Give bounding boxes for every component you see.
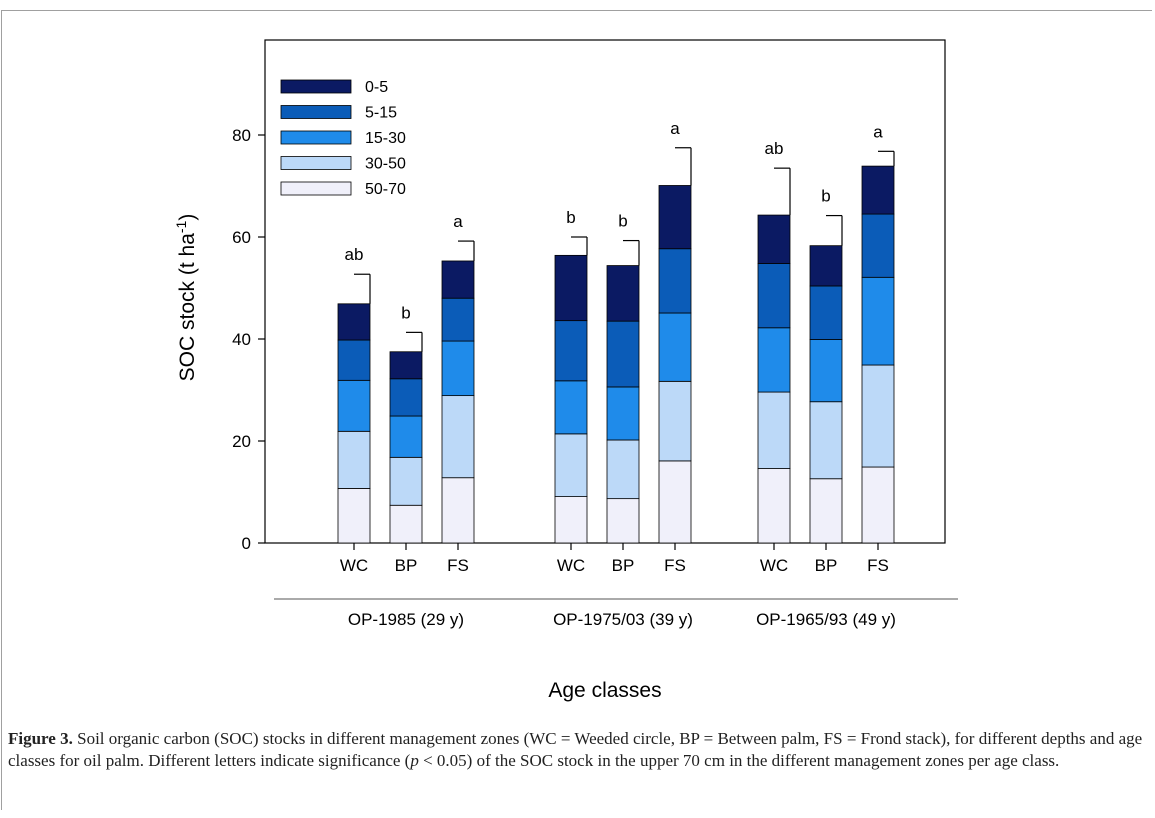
legend-swatch — [280, 181, 352, 196]
bar-segment — [809, 339, 843, 403]
chart-svg: 0 20 40 60 80 WC BP FS OP-1985 (29 y) WC BP FS OP-19… — [173, 39, 958, 702]
significance-label: b — [566, 208, 575, 227]
bar-segment — [861, 165, 895, 215]
y-tick-label: 40 — [232, 330, 251, 349]
x-tick-label: FS — [447, 556, 469, 575]
group-label: OP-1965/93 (49 y) — [756, 610, 896, 629]
bar-segment — [606, 320, 640, 388]
x-tick-label: BP — [395, 556, 418, 575]
significance-label: ab — [345, 245, 364, 264]
bar-segment — [389, 504, 423, 544]
legend-swatch — [280, 105, 352, 119]
x-tick-label: BP — [815, 556, 838, 575]
bar-segment — [337, 339, 371, 381]
bar-segment — [606, 265, 640, 322]
bar-segment — [554, 380, 588, 435]
bar-segment — [606, 498, 640, 544]
y-axis-title-sup: -1 — [173, 220, 189, 233]
legend-swatch — [280, 156, 352, 170]
bar-segment — [861, 466, 895, 544]
bar-segment — [441, 260, 475, 299]
bar-segment — [658, 460, 692, 544]
x-tick-label: BP — [612, 556, 635, 575]
legend-label: 30-50 — [365, 156, 406, 173]
legend-label: 5-15 — [365, 105, 397, 122]
bar-segment — [337, 488, 371, 544]
bar-segment — [861, 213, 895, 278]
legend-swatch — [280, 79, 352, 94]
bar-segment — [554, 320, 588, 382]
legend-label: 15-30 — [365, 130, 406, 147]
bar-segment — [809, 401, 843, 480]
x-tick-label: WC — [760, 556, 788, 575]
y-tick-label: 60 — [232, 228, 251, 247]
x-tick-label: WC — [557, 556, 585, 575]
bar-segment — [554, 496, 588, 544]
bar-segment — [389, 415, 423, 458]
significance-label: b — [821, 187, 830, 206]
y-axis-title-end: ) — [176, 214, 199, 221]
bar-segment — [658, 312, 692, 382]
bar-segment — [554, 433, 588, 497]
bar-segment — [337, 303, 371, 341]
bar-segment — [809, 285, 843, 340]
bar-segment — [337, 379, 371, 432]
significance-label: b — [618, 212, 627, 231]
bar-segment — [658, 185, 692, 250]
bar-segment — [757, 327, 791, 393]
bar-segment — [606, 439, 640, 500]
x-tick-label: WC — [340, 556, 368, 575]
axes: 0 20 40 60 80 WC BP FS OP-1985 (29 y) WC BP FS OP-19… — [232, 39, 958, 629]
x-axis-title: Age classes — [548, 679, 661, 702]
bar-segment — [861, 364, 895, 468]
plot-frame — [264, 39, 946, 544]
bar-segment — [861, 276, 895, 366]
significance-label: ab — [765, 139, 784, 158]
group-label: OP-1975/03 (39 y) — [553, 610, 693, 629]
bar-segment — [441, 477, 475, 544]
bar-segment — [389, 456, 423, 506]
bar-segment — [809, 245, 843, 287]
figure-frame — [1, 10, 1152, 810]
bar-segment — [441, 395, 475, 479]
bar-segment — [441, 297, 475, 342]
bar-segment — [441, 340, 475, 397]
significance-label: a — [670, 119, 680, 138]
y-axis-title: SOC stock (t ha-1) — [173, 214, 199, 382]
bar-segment — [337, 430, 371, 489]
bar-segment — [389, 351, 423, 380]
y-axis-title-main: SOC stock (t ha — [176, 233, 199, 382]
bar-segment — [757, 214, 791, 264]
bar-segment — [554, 254, 588, 322]
legend-swatch — [280, 130, 352, 145]
legend: 0-5 5-15 15-30 30-50 50-70 — [280, 79, 406, 198]
group-label: OP-1985 (29 y) — [348, 610, 464, 629]
bar-segment — [757, 263, 791, 329]
y-tick-label: 0 — [242, 534, 251, 553]
bar-segment — [606, 386, 640, 441]
bar-segment — [757, 468, 791, 544]
axis-labels: SOC stock (t ha-1) Age classes — [173, 214, 662, 702]
bar-segment — [757, 391, 791, 469]
y-tick-label: 20 — [232, 432, 251, 451]
caption-label: Figure 3. — [8, 729, 73, 748]
figure-caption: Figure 3. Soil organic carbon (SOC) stoc… — [8, 728, 1148, 772]
caption-p-symbol: p — [410, 751, 419, 770]
significance-label: b — [401, 303, 410, 322]
caption-text-1: Soil organic carbon (SOC) stocks in diff… — [8, 729, 1143, 770]
x-tick-label: FS — [664, 556, 686, 575]
bar-segment — [809, 478, 843, 544]
bar-segment — [658, 380, 692, 462]
significance-label: a — [453, 212, 463, 231]
bar-segment — [389, 378, 423, 417]
significance-label: a — [873, 122, 883, 141]
bar-segment — [658, 248, 692, 314]
legend-label: 50-70 — [365, 181, 406, 198]
x-tick-label: FS — [867, 556, 889, 575]
y-tick-label: 80 — [232, 126, 251, 145]
legend-label: 0-5 — [365, 79, 388, 96]
caption-text-2: < 0.05) of the SOC stock in the upper 70… — [418, 751, 1060, 770]
